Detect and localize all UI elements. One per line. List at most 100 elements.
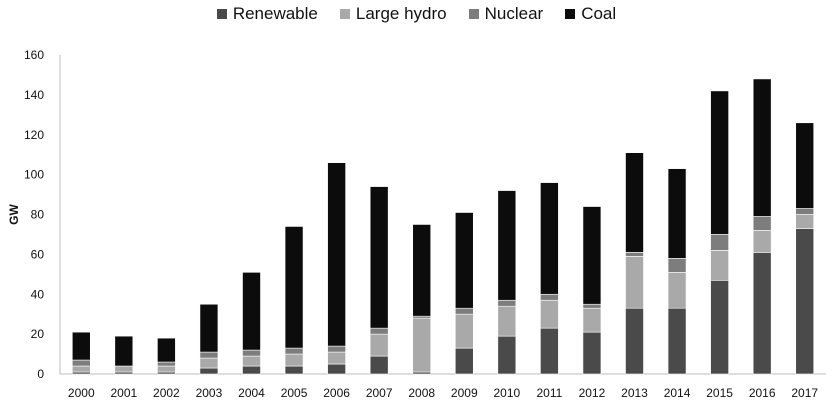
x-tick-label: 2017	[791, 386, 818, 400]
bar-large-hydro-2007	[369, 333, 389, 357]
bar-large-hydro-2008	[412, 317, 432, 373]
bar-coal-2017	[795, 122, 815, 209]
bar-nuclear-2009	[454, 307, 474, 315]
bar-coal-2004	[242, 272, 261, 351]
x-tick-label: 2007	[366, 386, 393, 400]
bar-nuclear-2004	[242, 349, 261, 357]
bar-coal-2000	[71, 331, 91, 361]
bar-coal-2016	[752, 78, 772, 217]
bar-large-hydro-2006	[327, 351, 346, 365]
x-tick-label: 2001	[110, 386, 137, 400]
bar-large-hydro-2004	[242, 355, 261, 367]
y-axis-label: GW	[7, 204, 21, 225]
bar-large-hydro-2010	[497, 305, 517, 337]
bar-coal-2005	[284, 226, 304, 349]
legend-item-large-hydro: Large hydro	[339, 4, 447, 24]
bar-large-hydro-2005	[284, 353, 304, 367]
bar-large-hydro-2014	[667, 272, 687, 309]
bar-coal-2007	[369, 186, 389, 329]
bar-nuclear-2015	[710, 234, 729, 251]
bar-coal-2002	[157, 337, 176, 363]
y-tick-label: 60	[31, 247, 45, 261]
bar-coal-2013	[625, 152, 644, 253]
bar-coal-2015	[710, 90, 729, 235]
bar-coal-2012	[582, 206, 602, 305]
bar-renewable-2017	[795, 228, 815, 375]
y-tick-label: 140	[24, 88, 44, 102]
bar-nuclear-2005	[284, 347, 304, 355]
x-tick-label: 2009	[451, 386, 478, 400]
x-tick-label: 2015	[706, 386, 733, 400]
y-tick-label: 160	[24, 48, 44, 62]
y-tick-label: 80	[31, 208, 45, 222]
x-tick-label: 2005	[281, 386, 308, 400]
y-tick-label: 100	[24, 168, 44, 182]
bar-large-hydro-2016	[752, 230, 772, 253]
bar-renewable-2010	[497, 335, 517, 375]
legend-label: Coal	[581, 4, 617, 23]
bar-nuclear-2016	[752, 216, 772, 231]
legend-swatch	[339, 9, 350, 19]
bar-coal-2008	[412, 224, 432, 317]
bar-nuclear-2006	[327, 345, 346, 353]
bar-nuclear-2010	[497, 299, 517, 307]
x-tick-label: 2016	[749, 386, 776, 400]
bar-renewable-2006	[327, 363, 346, 375]
y-tick-label: 0	[37, 367, 44, 381]
legend-swatch	[565, 9, 576, 19]
bar-renewable-2005	[284, 365, 304, 375]
x-tick-label: 2003	[196, 386, 223, 400]
y-tick-label: 20	[31, 327, 45, 341]
legend: Renewable Large hydro Nuclear Coal	[0, 4, 833, 24]
bar-renewable-2012	[582, 331, 602, 375]
bar-renewable-2009	[454, 347, 474, 375]
bar-coal-2011	[540, 182, 559, 295]
legend-item-renewable: Renewable	[216, 4, 318, 24]
bar-renewable-2011	[540, 327, 559, 375]
legend-swatch	[468, 9, 479, 19]
bar-nuclear-2013	[625, 252, 644, 257]
bar-renewable-2016	[752, 252, 772, 375]
bar-large-hydro-2003	[199, 357, 219, 369]
x-tick-label: 2006	[323, 386, 350, 400]
bar-large-hydro-2001	[114, 365, 134, 373]
bar-coal-2003	[199, 303, 219, 353]
legend-label: Large hydro	[355, 4, 447, 23]
bar-nuclear-2003	[199, 351, 219, 359]
bar-renewable-2003	[199, 367, 219, 375]
bar-nuclear-2000	[71, 359, 91, 367]
bar-large-hydro-2015	[710, 250, 729, 281]
bar-nuclear-2014	[667, 258, 687, 273]
bar-large-hydro-2000	[71, 365, 91, 373]
bar-nuclear-2011	[540, 293, 559, 301]
bar-large-hydro-2013	[625, 256, 644, 309]
bar-large-hydro-2011	[540, 299, 559, 329]
legend-item-nuclear: Nuclear	[468, 4, 543, 24]
bar-renewable-2015	[710, 279, 729, 375]
bar-nuclear-2007	[369, 327, 389, 335]
bar-large-hydro-2002	[157, 365, 176, 373]
y-tick-label: 120	[24, 128, 44, 142]
bar-coal-2010	[497, 190, 517, 301]
x-tick-label: 2004	[238, 386, 265, 400]
y-tick-label: 40	[31, 287, 45, 301]
bar-renewable-2013	[625, 307, 644, 375]
x-tick-label: 2012	[579, 386, 606, 400]
bar-coal-2006	[327, 162, 346, 347]
x-tick-label: 2010	[493, 386, 520, 400]
bar-nuclear-2012	[582, 303, 602, 309]
bar-coal-2001	[114, 335, 134, 367]
legend-label: Renewable	[232, 4, 318, 23]
bar-renewable-2004	[242, 365, 261, 375]
bar-large-hydro-2009	[454, 313, 474, 349]
bar-renewable-2014	[667, 307, 687, 375]
bar-renewable-2007	[369, 355, 389, 375]
bar-large-hydro-2012	[582, 307, 602, 333]
x-tick-label: 2011	[536, 386, 562, 400]
legend-swatch	[216, 9, 227, 19]
bar-coal-2009	[454, 212, 474, 309]
x-tick-label: 2008	[408, 386, 435, 400]
bar-large-hydro-2017	[795, 214, 815, 229]
